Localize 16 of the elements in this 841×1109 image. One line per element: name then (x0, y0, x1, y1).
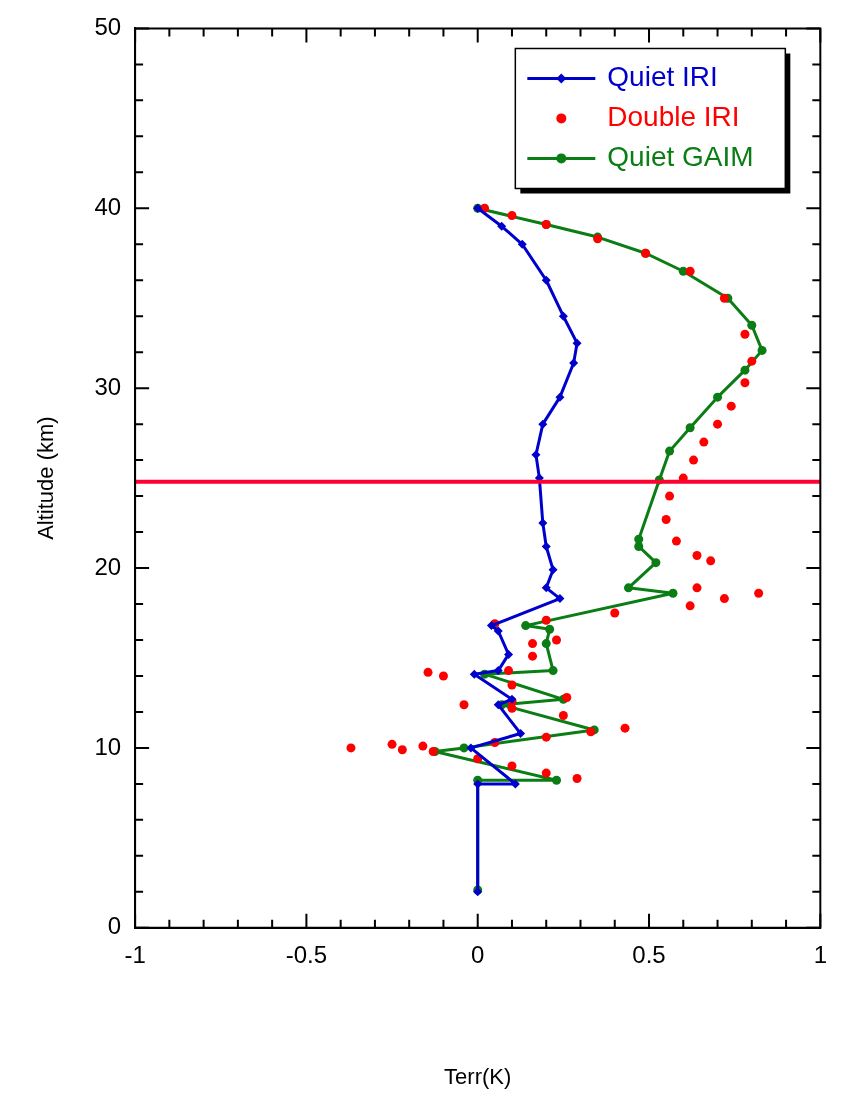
x-tick-label: -0.5 (285, 940, 328, 968)
legend-label: Quiet IRI (607, 61, 718, 93)
x-axis-title: Terr(K) (444, 1063, 512, 1089)
legend-label: Quiet GAIM (607, 141, 754, 173)
y-tick-label: 40 (94, 192, 122, 220)
y-tick-label: 0 (107, 912, 122, 940)
y-axis-title: Altitude (km) (33, 416, 59, 540)
y-tick-label: 10 (94, 732, 122, 760)
x-tick-label: 0.5 (632, 940, 666, 968)
y-tick-label: 30 (94, 372, 122, 400)
x-tick-label: 0 (471, 940, 485, 968)
legend-label: Double IRI (607, 101, 740, 133)
x-tick-label: 1 (813, 940, 828, 968)
x-tick-label: -1 (124, 940, 146, 968)
y-tick-label: 50 (94, 13, 122, 41)
y-tick-label: 20 (94, 552, 122, 580)
